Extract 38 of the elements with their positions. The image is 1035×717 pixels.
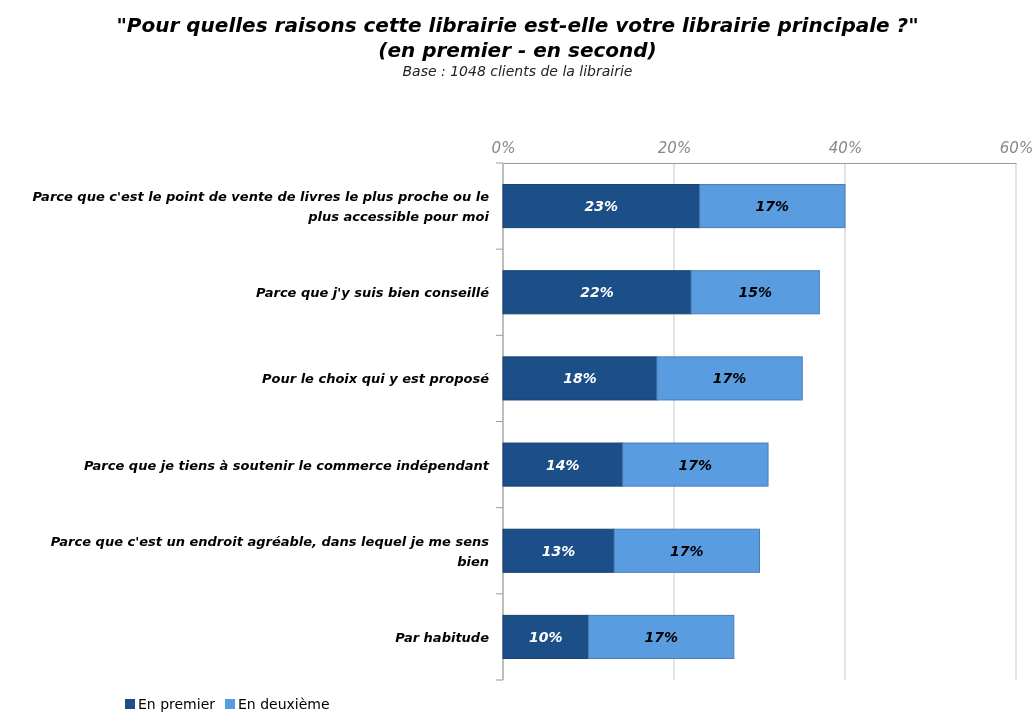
chart-title: "Pour quelles raisons cette librairie est-elle votre librairie principale ?" (en premier - en second) (116, 13, 919, 62)
bar (690, 270, 820, 315)
bar (502, 528, 615, 573)
bar (502, 356, 658, 401)
bar (699, 184, 846, 229)
data-label: 17% (644, 628, 678, 645)
data-label: 17% (712, 370, 747, 387)
bar (502, 614, 589, 659)
x-tick-label: 40% (828, 139, 863, 157)
data-label: 22% (580, 284, 614, 301)
bar (502, 270, 692, 315)
y-tick-label: Parce que je tiens à soutenir le commerce indépendant (83, 457, 490, 473)
data-label: 17% (670, 542, 704, 559)
chart-subtitle: Base : 1048 clients de la librairie (402, 63, 633, 79)
legend-label: En premier (138, 696, 216, 712)
y-tick-label: Parce que c'est un endroit agréable, dans lequel je me sens bien (50, 533, 490, 569)
bar (613, 528, 760, 573)
data-label: 17% (678, 456, 713, 473)
x-tick-label: 60% (999, 139, 1034, 157)
bar (502, 442, 624, 487)
bar (622, 442, 769, 487)
y-tick-label: Pour le choix qui y est proposé (262, 371, 490, 387)
data-label: 17% (755, 198, 790, 215)
data-label: 14% (546, 456, 580, 473)
bar (502, 184, 701, 229)
bar (588, 614, 735, 659)
data-label: 10% (528, 628, 563, 645)
legend-label: En deuxième (238, 696, 330, 712)
x-tick-label: 20% (657, 139, 692, 157)
data-label: 23% (584, 198, 619, 215)
bar (656, 356, 803, 401)
x-tick-label: 0% (491, 139, 516, 157)
y-tick-label: Par habitude (395, 629, 490, 645)
data-label: 13% (541, 542, 576, 559)
data-label: 18% (563, 370, 597, 387)
data-label: 15% (738, 284, 772, 301)
y-tick-label: Parce que j'y suis bien conseillé (256, 285, 490, 301)
y-tick-label: Parce que c'est le point de vente de livres le plus proche ou le plus accessible pour moi (32, 189, 490, 225)
